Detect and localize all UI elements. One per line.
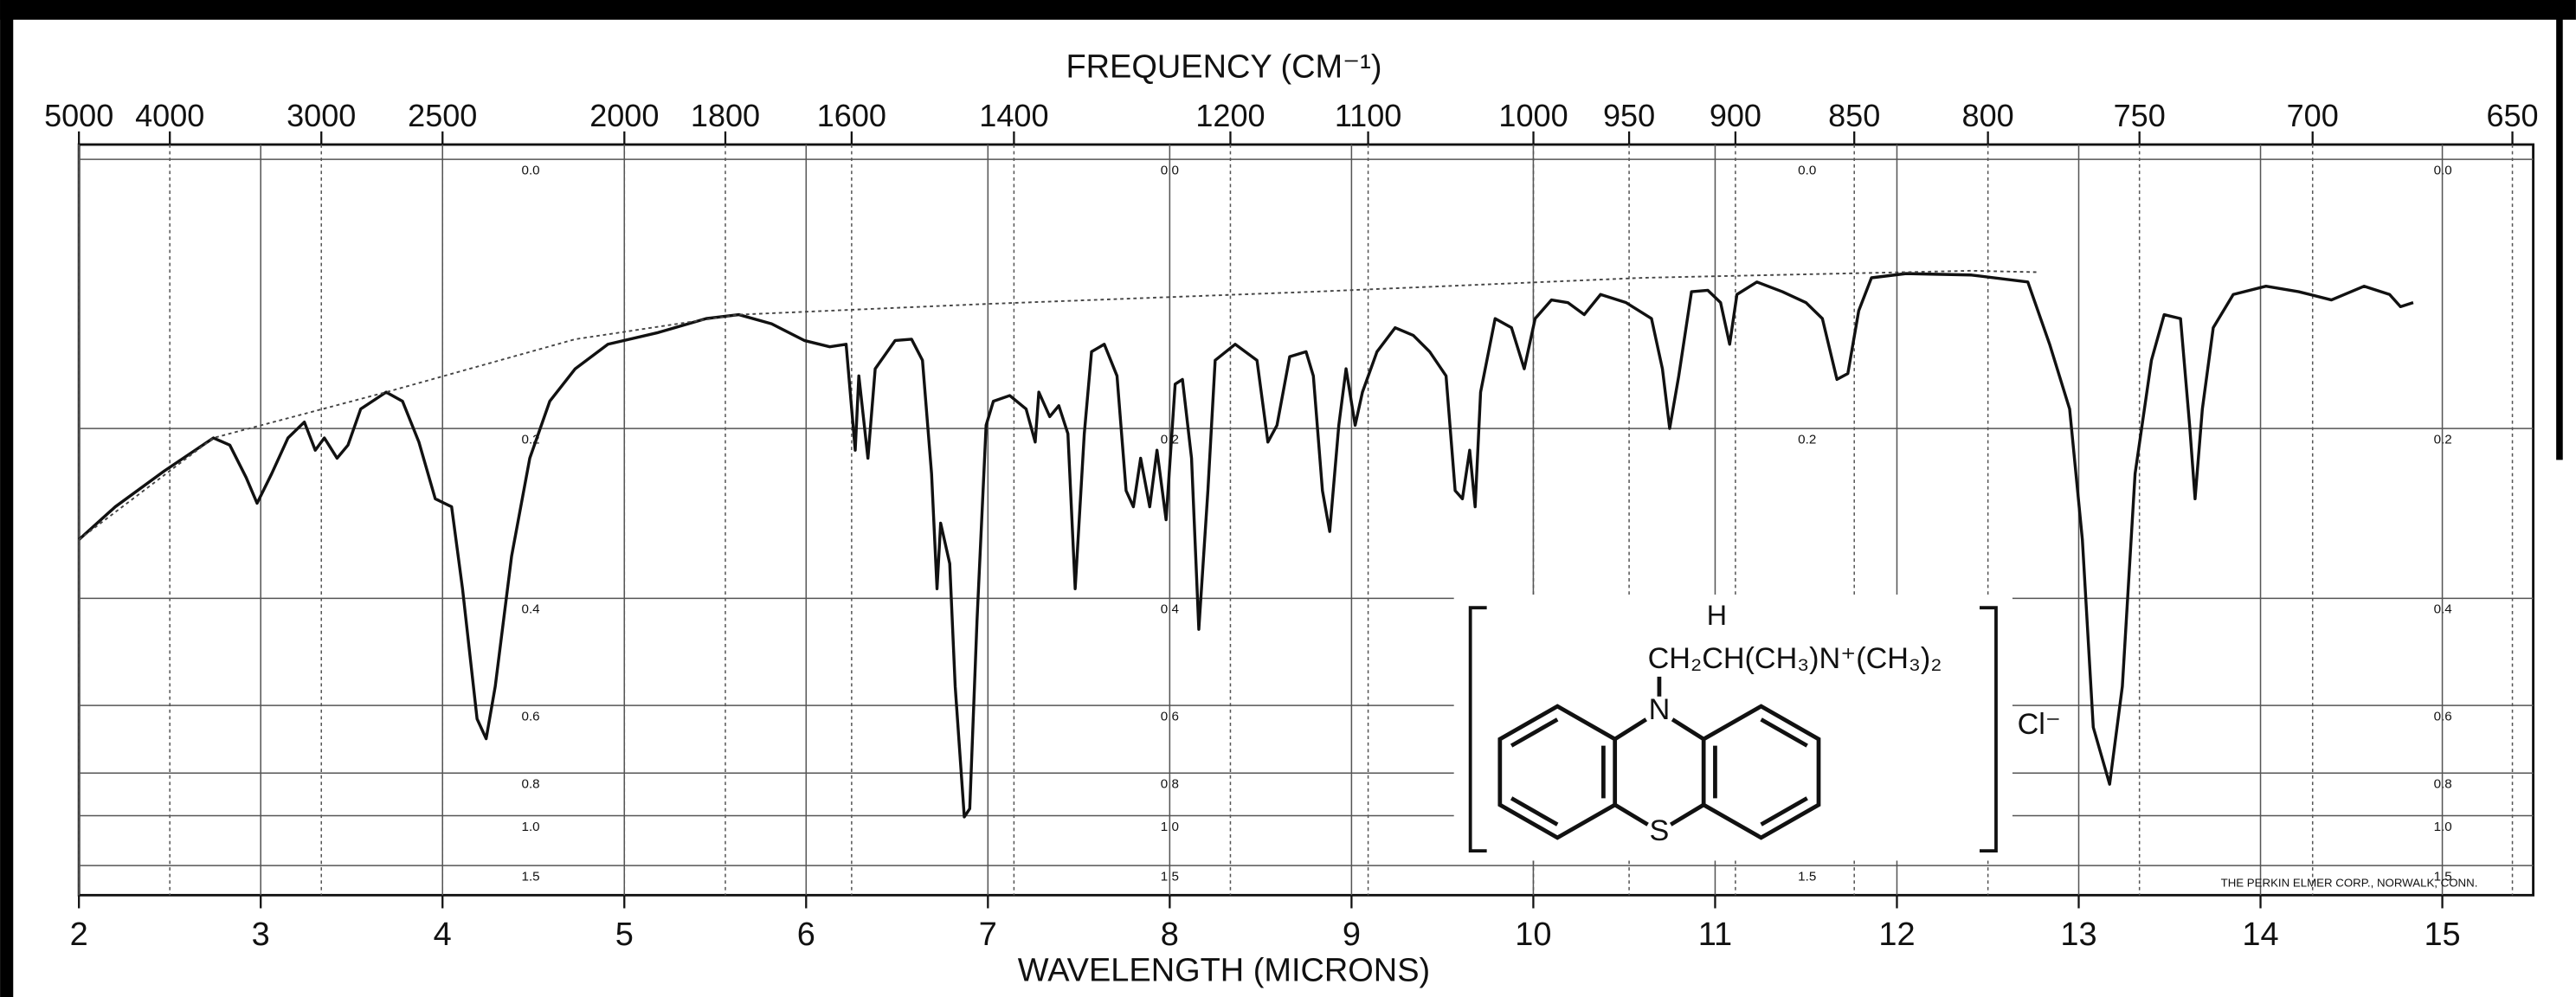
y-tick-label: 0.4 [522,602,540,617]
x-tick-label: 3 [252,917,270,953]
top-border [0,0,2576,20]
x-tick-label: 6 [797,917,815,953]
y-tick-label: 1.5 [1798,869,1816,884]
x-axis-title: WAVELENGTH (MICRONS) [1018,953,1430,989]
credit: THE PERKIN ELMER CORP., NORWALK, CONN. [2221,877,2478,890]
y-tick-label: 0.8 [522,777,540,792]
x2-tick-label: 750 [2114,98,2166,133]
y-tick-label: 0.0 [1798,163,1816,177]
spectrum-line [78,269,2038,541]
x2-tick-label: 950 [1603,98,1655,133]
spectrum-line [78,272,2414,819]
x-tick-label: 10 [1515,917,1551,953]
x2-tick-label: 1100 [1335,98,1402,133]
x-tick-label: 13 [2060,917,2096,953]
x2-tick-label: 5000 [44,98,113,133]
x2-tick-label: 800 [1962,98,2014,133]
y-tick-label: 0.2 [1798,432,1816,447]
x-tick-label: 5 [615,917,634,953]
x2-tick-label: 850 [1828,98,1880,133]
x2-tick-label: 2000 [589,98,659,133]
x-tick-label: 8 [1161,917,1179,953]
y-tick-label: 1.0 [522,820,540,834]
x2-tick-label: 1200 [1195,98,1265,133]
bonds [1613,676,1705,827]
structure-chain: CH₂CH(CH₃)N⁺(CH₃)₂ [1648,642,1942,675]
x2-tick-label: 900 [1710,98,1761,133]
structure-n: N [1649,693,1671,726]
x2-tick-label: 3000 [287,98,356,133]
x2-tick-label: 650 [2486,98,2538,133]
x-tick-label: 2 [70,917,88,953]
x-tick-label: 14 [2242,917,2278,953]
counter-ion: Cl⁻ [2018,708,2061,741]
x-tick-label: 12 [1878,917,1915,953]
right-border [2556,0,2563,460]
x2-tick-label: 1400 [979,98,1048,133]
x2-tick-label: 1800 [691,98,760,133]
y-tick-label: 0.0 [522,163,540,177]
y-tick-label: 0.6 [522,709,540,724]
x2-tick-label: 1600 [817,98,886,133]
brackets [1468,606,1998,852]
x2-tick-label: 4000 [135,98,204,133]
left-border [0,0,14,997]
x2-tick-label: 700 [2287,98,2339,133]
x-tick-label: 11 [1698,917,1732,953]
x-tick-label: 4 [434,917,452,953]
top-axis-title: FREQUENCY (CM⁻¹) [1066,49,1381,86]
double-bonds [1510,717,1808,827]
x2-tick-label: 2500 [408,98,477,133]
x-tick-label: 15 [2424,917,2460,953]
structure-s: S [1650,814,1670,847]
x-tick-label: 9 [1343,917,1361,953]
x2-tick-label: 1000 [1498,98,1568,133]
structure-h: H [1707,600,1727,631]
y-tick-label: 1.5 [522,869,540,884]
x-tick-label: 7 [979,917,997,953]
structure: H CH₂CH(CH₃)N⁺(CH₃)₂ N S [1453,595,2012,861]
